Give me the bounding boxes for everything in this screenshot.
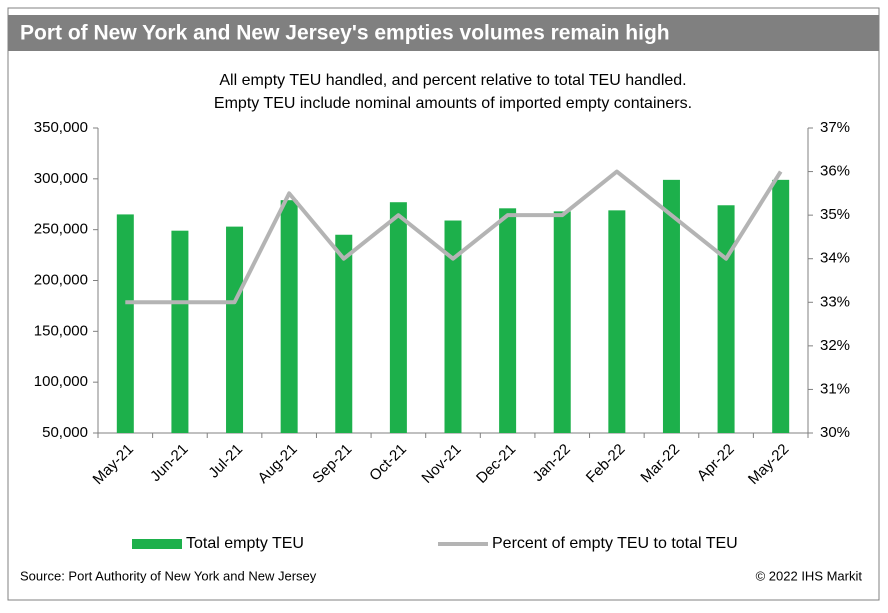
chart-title: Port of New York and New Jersey's emptie… [20, 22, 670, 45]
y2-tick-label: 33% [820, 293, 850, 310]
bar [171, 230, 189, 433]
bar [772, 179, 790, 433]
legend-label: Percent of empty TEU to total TEU [492, 535, 738, 552]
copyright: © 2022 IHS Markit [756, 568, 863, 583]
legend-swatch [132, 539, 182, 549]
bar [335, 234, 353, 433]
line [125, 169, 783, 305]
y-tick-label: 250,000 [34, 221, 88, 238]
y2-tick-label: 31% [820, 380, 850, 397]
bar [553, 211, 571, 433]
y-tick-label: 150,000 [34, 322, 88, 339]
bar [280, 200, 298, 433]
y-tick-label: 100,000 [34, 373, 88, 390]
y2-tick-label: 36% [820, 163, 850, 180]
y-tick-label: 300,000 [34, 170, 88, 187]
y2-tick-label: 34% [820, 250, 850, 267]
bar [662, 179, 680, 433]
bar [608, 210, 626, 433]
legend-label: Total empty TEU [186, 535, 304, 552]
bar [116, 214, 134, 433]
source: Source: Port Authority of New York and N… [20, 568, 317, 583]
y-tick-label: 200,000 [34, 271, 88, 288]
y2-tick-label: 35% [820, 206, 850, 223]
bar [499, 208, 517, 433]
y2-tick-label: 37% [820, 119, 850, 136]
y2-tick-label: 30% [820, 424, 850, 441]
bar [389, 202, 407, 433]
bar [717, 205, 735, 433]
y-tick-label: 50,000 [42, 424, 88, 441]
y-tick-label: 350,000 [34, 119, 88, 136]
title-bar [8, 15, 879, 51]
bar [226, 226, 244, 433]
bar [444, 220, 462, 433]
subtitle: Empty TEU include nominal amounts of imp… [214, 95, 692, 112]
subtitle: All empty TEU handled, and percent relat… [219, 72, 686, 89]
y2-tick-label: 32% [820, 337, 850, 354]
